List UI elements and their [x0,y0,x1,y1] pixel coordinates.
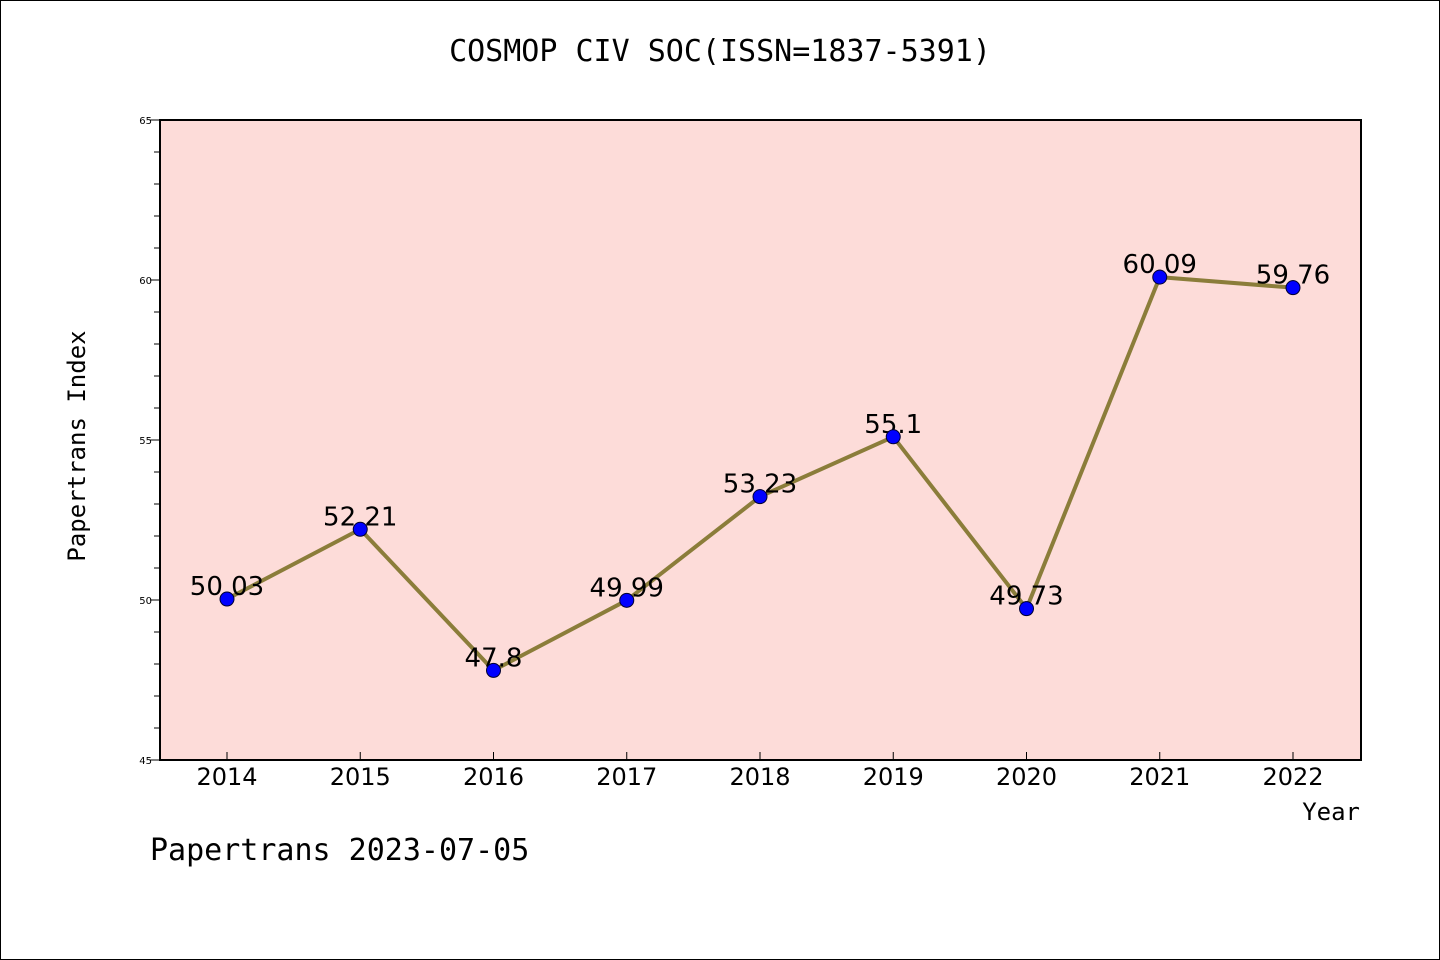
data-point [1152,269,1168,285]
data-point [486,662,501,678]
data-point [219,591,235,607]
data-point [1019,601,1034,617]
x-tick-label: 2019 [863,763,924,791]
data-point [885,429,901,445]
data-point [619,592,635,608]
x-tick-label: 2021 [1129,763,1190,791]
x-tick-label: 2016 [463,763,524,791]
x-tick-label: 2022 [1262,763,1323,791]
y-axis: 45 50 55 60 65 [139,116,160,767]
x-axis: 2014 2015 2016 2017 2018 2019 2020 2021 2022 [196,752,1324,791]
y-tick-label: 45 [139,756,152,767]
x-tick-label: 2015 [330,763,391,791]
y-tick-label: 50 [139,596,152,607]
y-tick-label: 65 [139,116,152,127]
data-point [352,521,368,537]
data-point [752,489,768,505]
footer-note: Papertrans 2023-07-05 [150,833,530,868]
data-point [1285,280,1301,296]
x-tick-label: 2020 [996,763,1057,791]
plot-area [159,119,1362,761]
x-tick-label: 2014 [196,763,257,791]
x-tick-label: 2018 [729,763,790,791]
x-tick-label: 2017 [596,763,657,791]
y-tick-label: 60 [139,276,152,287]
chart-title: COSMOP CIV SOC(ISSN=1837-5391) [449,34,991,69]
y-tick-label: 55 [139,436,152,447]
markers [219,269,1301,678]
x-axis-label: Year [1302,798,1360,826]
